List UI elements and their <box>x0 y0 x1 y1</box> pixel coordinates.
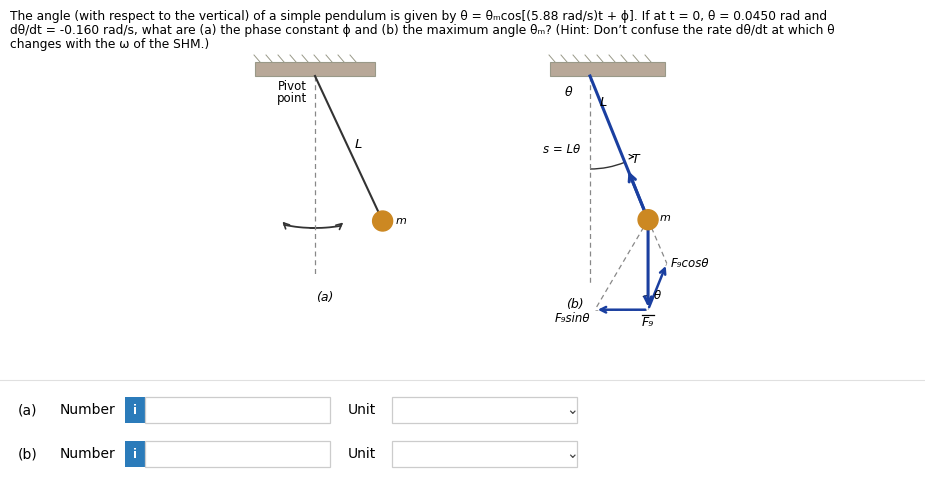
Text: (b): (b) <box>566 298 584 311</box>
Text: T: T <box>632 153 639 166</box>
Text: (b): (b) <box>18 447 38 461</box>
Bar <box>125 397 145 423</box>
Text: (a): (a) <box>18 403 38 417</box>
Text: Unit: Unit <box>348 447 376 461</box>
Text: m: m <box>396 216 406 226</box>
Bar <box>145 397 330 423</box>
Bar <box>392 397 577 423</box>
Circle shape <box>373 211 392 231</box>
Text: dθ/dt = -0.160 rad/s, what are (a) the phase constant ϕ and (b) the maximum angl: dθ/dt = -0.160 rad/s, what are (a) the p… <box>10 24 834 37</box>
Text: F₉: F₉ <box>642 316 654 329</box>
Text: L: L <box>600 96 608 109</box>
Text: changes with the ω of the SHM.): changes with the ω of the SHM.) <box>10 38 209 51</box>
Text: s = Lθ: s = Lθ <box>543 143 580 156</box>
Text: θ: θ <box>654 289 661 302</box>
Text: L: L <box>355 138 363 151</box>
Text: ⌄: ⌄ <box>566 403 578 417</box>
Text: Number: Number <box>60 403 116 417</box>
Text: i: i <box>133 447 137 460</box>
Text: θ: θ <box>564 86 572 99</box>
Bar <box>392 441 577 467</box>
Text: point: point <box>277 92 307 105</box>
Text: F₉cosθ: F₉cosθ <box>671 257 709 270</box>
Text: Number: Number <box>60 447 116 461</box>
Text: m: m <box>660 213 671 223</box>
Bar <box>550 62 665 76</box>
Bar <box>255 62 375 76</box>
Text: Unit: Unit <box>348 403 376 417</box>
Text: The angle (with respect to the vertical) of a simple pendulum is given by θ = θₘ: The angle (with respect to the vertical)… <box>10 10 827 23</box>
Circle shape <box>638 210 658 230</box>
Bar <box>125 441 145 467</box>
Text: (a): (a) <box>316 291 334 304</box>
Text: F₉sinθ: F₉sinθ <box>554 311 590 325</box>
Text: Pivot: Pivot <box>278 80 307 93</box>
Bar <box>145 441 330 467</box>
Text: ⌄: ⌄ <box>566 447 578 461</box>
Text: i: i <box>133 404 137 417</box>
